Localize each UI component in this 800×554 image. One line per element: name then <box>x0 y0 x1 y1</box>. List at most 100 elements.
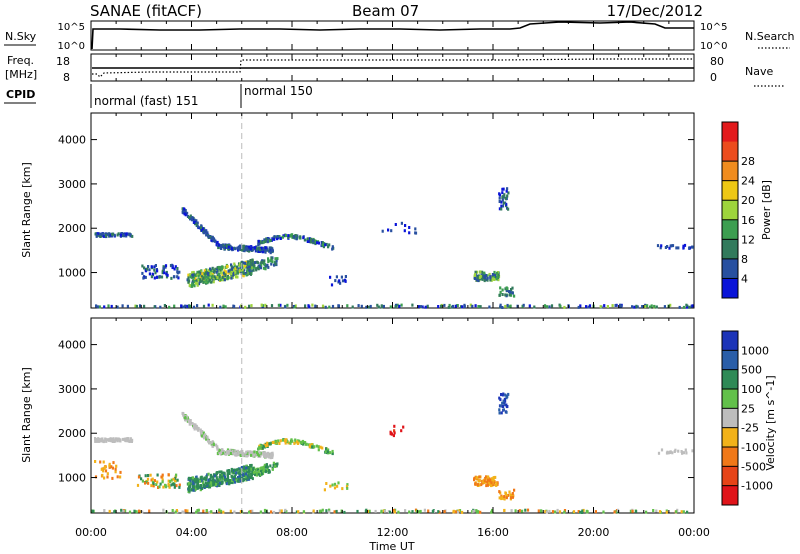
power-cell <box>603 304 606 308</box>
power-cell <box>671 244 675 248</box>
vel-cell <box>289 441 292 445</box>
power-cell <box>577 305 580 309</box>
vel-cell <box>259 451 262 455</box>
vel-cell <box>173 483 176 487</box>
power-cell <box>191 279 194 283</box>
time-tick-label: 08:00 <box>276 526 308 539</box>
power-cell <box>127 232 130 236</box>
power-cell <box>251 266 254 269</box>
vel-cell <box>247 473 250 477</box>
vel-cell <box>199 484 202 488</box>
vel-cell <box>509 496 513 500</box>
vel-cell <box>111 476 114 480</box>
vel-cell <box>511 492 514 495</box>
power-cell <box>271 260 274 264</box>
power-cell <box>244 261 247 265</box>
power-cell <box>653 304 656 308</box>
vel-cell <box>235 451 238 455</box>
power-cell <box>163 304 166 307</box>
power-cell <box>191 273 194 277</box>
date-label: 17/Dec/2012 <box>607 2 703 20</box>
power-cell <box>351 305 354 309</box>
vel-cell <box>658 510 662 514</box>
vel-cell <box>485 475 488 479</box>
vel-cell <box>221 448 224 452</box>
power-colorbar: 4 8 12 16 20 24 28 <box>721 121 755 299</box>
vel-cell <box>488 482 492 486</box>
vel-cell <box>594 510 597 514</box>
power-cell <box>205 229 208 233</box>
power-cell <box>193 280 196 284</box>
vel-cell <box>686 510 689 514</box>
power-cell <box>211 238 214 242</box>
power-cell <box>173 267 176 271</box>
vel-cell <box>186 509 189 513</box>
vel-cell <box>507 493 510 497</box>
vel-cell <box>505 494 508 498</box>
vel-cell <box>231 475 234 479</box>
power-cell <box>161 269 164 273</box>
vel-cell <box>272 463 275 467</box>
power-cell <box>488 305 491 309</box>
vel-cell <box>393 431 396 435</box>
power-cell <box>113 233 116 237</box>
vel-cell <box>502 408 505 412</box>
vel-cell <box>103 476 106 480</box>
vel-cell <box>329 451 332 455</box>
power-cell <box>506 187 509 191</box>
power-cell <box>248 304 251 308</box>
power-cell <box>168 305 171 309</box>
power-cell <box>478 275 482 279</box>
power-cell <box>257 243 260 246</box>
power-cell <box>286 303 289 307</box>
power-cell <box>218 265 221 269</box>
power-cell <box>417 305 421 309</box>
power-cell <box>360 304 363 308</box>
velocity-colorbar-tick-label: -100 <box>741 441 766 454</box>
vel-cell <box>119 439 122 443</box>
vel-cell <box>266 441 269 445</box>
vel-cell <box>473 476 476 480</box>
power-cell <box>414 231 417 235</box>
power-cell <box>267 257 270 261</box>
vel-cell <box>263 463 266 467</box>
vel-cell <box>238 474 241 478</box>
power-cell <box>229 270 232 274</box>
vel-cell <box>498 408 501 412</box>
vel-cell <box>232 450 235 454</box>
vel-cell <box>193 425 196 428</box>
power-cell <box>212 275 215 279</box>
vel-cell <box>111 466 114 470</box>
vel-cell <box>411 510 414 514</box>
vel-cell <box>254 470 257 474</box>
vel-cell <box>245 466 248 470</box>
power-colorbar-label: Power [dB] <box>760 180 773 240</box>
vel-cell <box>254 473 257 476</box>
vel-cell <box>249 464 252 467</box>
vel-cell <box>269 464 272 468</box>
power-cell <box>265 237 268 241</box>
vel-cell <box>498 396 501 400</box>
vel-cell <box>675 510 678 514</box>
vel-cell <box>103 466 106 470</box>
vel-cell <box>505 410 508 414</box>
power-y-tick-label: 2000 <box>58 222 86 235</box>
vel-cell <box>199 430 203 434</box>
velocity-colorbar: 1000 500 100 25 -25 -100 -500 -1000 <box>721 330 773 506</box>
power-cell <box>142 276 145 280</box>
vel-cell <box>253 453 256 457</box>
power-cell <box>587 305 590 309</box>
power-cell <box>174 265 177 269</box>
power-cell <box>419 305 422 309</box>
vel-cell <box>545 510 548 514</box>
vel-cell <box>249 450 252 454</box>
power-cell <box>222 304 225 308</box>
vel-cell <box>204 434 207 438</box>
power-cell <box>217 246 220 250</box>
vel-cell <box>264 455 268 459</box>
power-cell <box>501 288 504 292</box>
power-cell <box>234 247 237 251</box>
power-cell <box>238 247 241 251</box>
vel-cell <box>394 508 397 512</box>
